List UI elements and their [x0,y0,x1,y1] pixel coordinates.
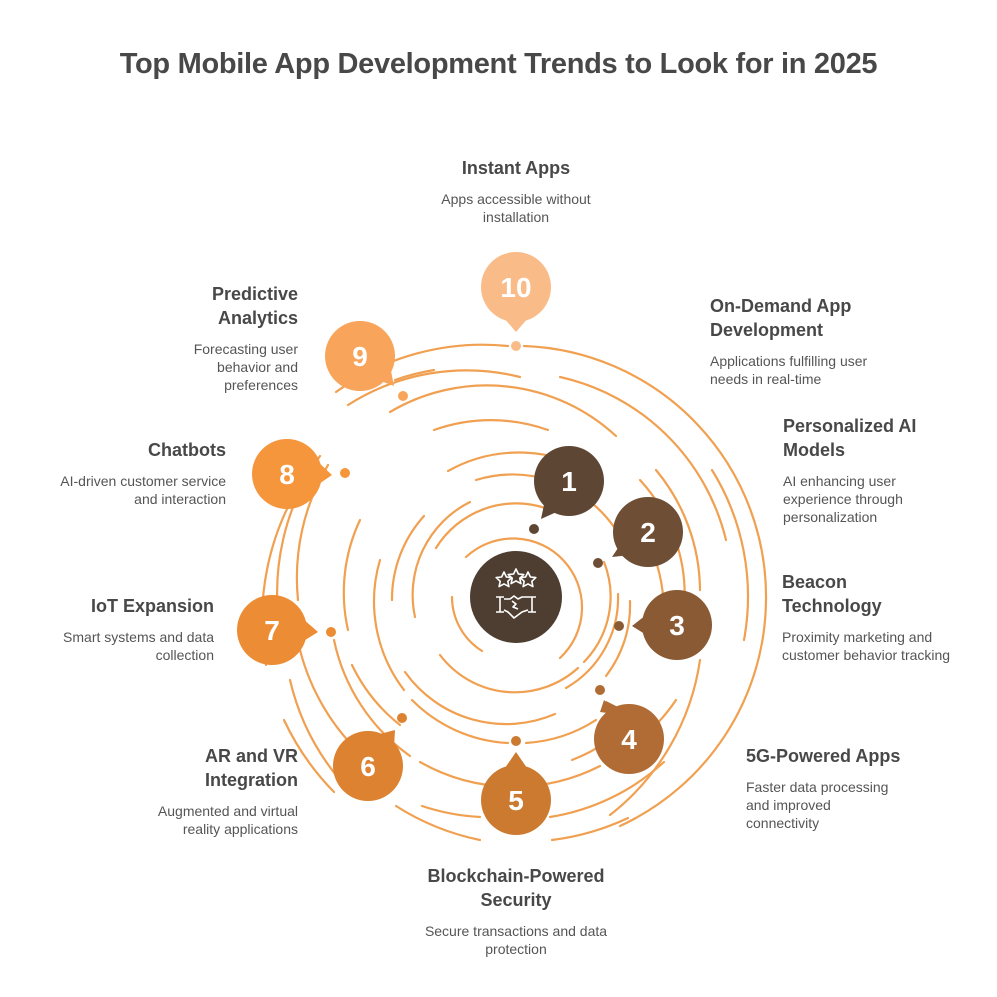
marker-9[interactable]: 9 [325,321,408,401]
item-title: IoT Expansion [90,596,214,616]
concentric-arcs [261,343,768,842]
item-description: Augmented and virtual reality applicatio… [157,803,298,837]
badge-number-9: 9 [352,341,368,372]
item-description: AI-driven customer service and interacti… [60,473,226,507]
item-title: On-Demand App Development [710,296,852,340]
ring-dot [529,524,539,534]
item-title: Instant Apps [461,158,571,178]
item-label-2: On-Demand App Development Applications f… [710,294,890,388]
item-label-3: Beacon Technology Proximity marketing an… [782,570,957,664]
item-description: Forecasting user behavior and preference… [193,341,298,393]
badge-number-7: 7 [264,615,280,646]
badge-number-10: 10 [500,272,531,303]
badge-number-4: 4 [621,724,637,755]
item-description: Proximity marketing and customer behavio… [782,629,951,663]
item-title: Blockchain-Powered Security [427,866,605,910]
item-description: Apps accessible without installation [441,191,591,225]
item-label-6: AR and VR Integration Augmented and virt… [138,744,298,838]
item-title: Predictive Analytics [211,284,298,328]
marker-6[interactable]: 6 [333,713,407,801]
diagram-title: Top Mobile App Development Trends to Loo… [119,48,878,80]
item-description: Secure transactions and data protection [424,923,608,957]
marker-8[interactable]: 8 [252,439,350,509]
badge-number-1: 1 [561,466,577,497]
item-description: Applications fulfilling user needs in re… [710,353,868,387]
badge-number-8: 8 [279,459,295,490]
badge-number-6: 6 [360,751,376,782]
item-label-4: 5G-Powered Apps Faster data processing a… [746,744,926,832]
item-label-7: IoT Expansion Smart systems and data col… [40,594,214,664]
badge-number-3: 3 [669,610,685,641]
marker-7[interactable]: 7 [237,595,336,665]
item-label-5: Blockchain-Powered Security Secure trans… [406,864,626,958]
item-title: Personalized AI Models [783,416,917,460]
item-label-9: Predictive Analytics Forecasting user be… [168,282,298,394]
item-label-1: Personalized AI Models AI enhancing user… [783,414,953,526]
item-title: Beacon Technology [782,572,882,616]
badge-number-5: 5 [508,785,524,816]
marker-4[interactable]: 4 [594,685,664,774]
item-title: 5G-Powered Apps [746,746,901,766]
item-label-8: Chatbots AI-driven customer service and … [60,438,226,508]
item-description: Faster data processing and improved conn… [746,779,889,831]
stars-handshake-icon [495,568,537,619]
item-title: Chatbots [148,440,226,460]
marker-3[interactable]: 3 [614,590,712,660]
item-description: AI enhancing user experience through per… [783,473,903,525]
badge-number-2: 2 [640,517,656,548]
marker-10[interactable]: 10 [481,252,551,351]
marker-2[interactable]: 2 [593,497,683,568]
item-description: Smart systems and data collection [63,629,214,663]
marker-5[interactable]: 5 [481,736,551,835]
item-label-10: Instant Apps Apps accessible without ins… [406,156,626,226]
item-title: AR and VR Integration [204,746,298,790]
marker-1[interactable]: 1 [529,446,604,534]
